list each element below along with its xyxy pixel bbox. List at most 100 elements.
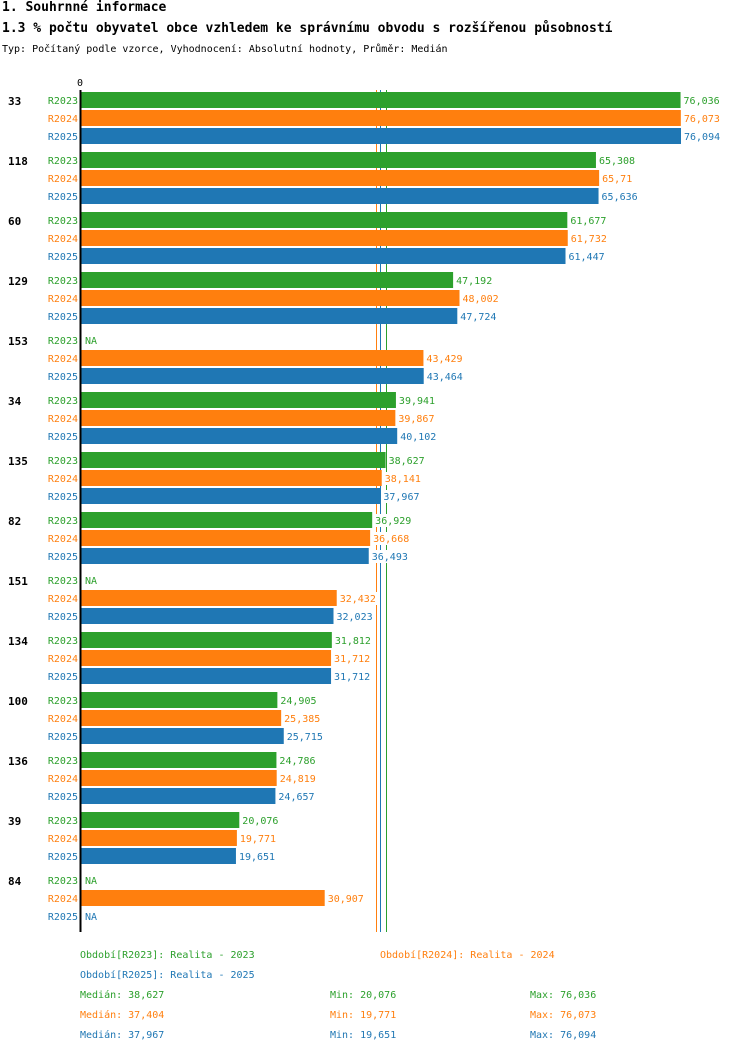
category-label: 33 bbox=[8, 95, 21, 108]
value-label: NA bbox=[85, 876, 97, 887]
series-label: R2024 bbox=[48, 654, 78, 665]
value-label: 65,308 bbox=[599, 156, 635, 167]
category-label: 84 bbox=[8, 875, 22, 888]
value-label-bg bbox=[382, 490, 421, 503]
value-label: 20,076 bbox=[242, 816, 278, 827]
value-label: 76,073 bbox=[684, 114, 720, 125]
value-label-bg bbox=[682, 94, 722, 107]
bar-r2025 bbox=[81, 848, 236, 864]
bar-r2023 bbox=[81, 272, 454, 288]
value-label: 24,786 bbox=[279, 756, 315, 767]
value-label-bg bbox=[285, 730, 325, 743]
value-label-bg bbox=[683, 130, 722, 143]
series-label: R2025 bbox=[48, 132, 78, 143]
series-label: R2023 bbox=[48, 696, 78, 707]
bar-r2023 bbox=[81, 212, 568, 228]
bar-r2025 bbox=[81, 728, 284, 744]
series-label: R2025 bbox=[48, 432, 78, 443]
value-label-bg bbox=[425, 352, 465, 365]
category-label: 34 bbox=[8, 395, 22, 408]
bar-r2025 bbox=[81, 308, 458, 324]
value-label-bg bbox=[397, 412, 436, 425]
bar-r2025 bbox=[81, 548, 369, 564]
bar-r2025 bbox=[81, 788, 276, 804]
series-label: R2024 bbox=[48, 894, 78, 905]
bar-r2023 bbox=[81, 152, 596, 168]
value-label-bg bbox=[278, 754, 318, 767]
series-label: R2025 bbox=[48, 252, 78, 263]
bar-r2024 bbox=[81, 590, 337, 606]
bar-r2024 bbox=[81, 530, 371, 546]
stat-min-r2025: Min: 19,651 bbox=[330, 1030, 396, 1041]
series-label: R2025 bbox=[48, 852, 78, 863]
value-label-bg bbox=[601, 172, 634, 185]
value-label-bg bbox=[283, 712, 322, 725]
value-label-bg bbox=[425, 370, 465, 383]
stats-table: Medián: 38,627 Min: 20,076 Max: 76,036 M… bbox=[80, 989, 596, 1041]
value-label: 61,677 bbox=[570, 216, 606, 227]
series-label: R2023 bbox=[48, 576, 78, 587]
value-label-bg bbox=[237, 850, 277, 863]
stat-median-r2024: Medián: 37,404 bbox=[80, 1009, 164, 1021]
value-label: 25,385 bbox=[284, 714, 320, 725]
series-label: R2023 bbox=[48, 396, 78, 407]
bar-r2023 bbox=[81, 92, 681, 108]
series-label: R2024 bbox=[48, 594, 78, 605]
bar-r2024 bbox=[81, 170, 600, 186]
chart-title: 1.3 % počtu obyvatel obce vzhledem ke sp… bbox=[2, 21, 613, 36]
stat-median-r2025: Medián: 37,967 bbox=[80, 1029, 164, 1041]
series-label: R2025 bbox=[48, 792, 78, 803]
bar-r2025 bbox=[81, 188, 599, 204]
bar-r2023 bbox=[81, 752, 277, 768]
value-label: 25,715 bbox=[287, 732, 323, 743]
series-label: R2024 bbox=[48, 114, 78, 125]
series-label: R2024 bbox=[48, 534, 78, 545]
value-label: 47,192 bbox=[456, 276, 492, 287]
value-label: NA bbox=[85, 576, 97, 587]
value-label-bg bbox=[399, 430, 438, 443]
series-label: R2023 bbox=[48, 336, 78, 347]
value-label-bg bbox=[374, 514, 413, 527]
series-label: R2023 bbox=[48, 456, 78, 467]
value-label: 36,668 bbox=[373, 534, 409, 545]
bars bbox=[81, 92, 681, 906]
series-label: R2025 bbox=[48, 732, 78, 743]
bar-r2024 bbox=[81, 290, 460, 306]
bar-r2023 bbox=[81, 452, 386, 468]
category-label: 118 bbox=[8, 155, 28, 168]
series-label: R2024 bbox=[48, 474, 78, 485]
value-label-bg bbox=[333, 634, 373, 647]
value-label-bg bbox=[569, 214, 608, 227]
stat-max-r2023: Max: 76,036 bbox=[530, 990, 596, 1001]
legend: Období[R2023]: Realita - 2023 Období[R20… bbox=[80, 949, 555, 981]
value-label-bg bbox=[333, 652, 372, 665]
value-label-bg bbox=[335, 610, 375, 623]
value-label-bg bbox=[326, 892, 366, 905]
value-label-bg bbox=[682, 112, 722, 125]
value-label-bg bbox=[383, 472, 423, 485]
bar-r2023 bbox=[81, 632, 332, 648]
value-label-bg bbox=[279, 694, 318, 707]
value-label-bg bbox=[370, 550, 410, 563]
value-label: 31,712 bbox=[334, 654, 370, 665]
bar-r2025 bbox=[81, 488, 381, 504]
value-label: 39,941 bbox=[399, 396, 435, 407]
stat-min-r2023: Min: 20,076 bbox=[330, 990, 396, 1001]
series-label: R2023 bbox=[48, 876, 78, 887]
series-label: R2024 bbox=[48, 834, 78, 845]
value-label-bg bbox=[338, 592, 378, 605]
category-label: 129 bbox=[8, 275, 28, 288]
value-label: 19,771 bbox=[240, 834, 276, 845]
series-label: R2024 bbox=[48, 354, 78, 365]
series-label: R2023 bbox=[48, 516, 78, 527]
series-label: R2023 bbox=[48, 156, 78, 167]
bar-r2025 bbox=[81, 128, 681, 144]
bar-r2024 bbox=[81, 890, 325, 906]
stat-max-r2024: Max: 76,073 bbox=[530, 1010, 596, 1021]
bar-r2025 bbox=[81, 428, 398, 444]
bar-r2024 bbox=[81, 770, 277, 786]
value-label: 48,002 bbox=[462, 294, 498, 305]
value-label: 43,464 bbox=[427, 372, 463, 383]
value-label: 76,036 bbox=[684, 96, 720, 107]
